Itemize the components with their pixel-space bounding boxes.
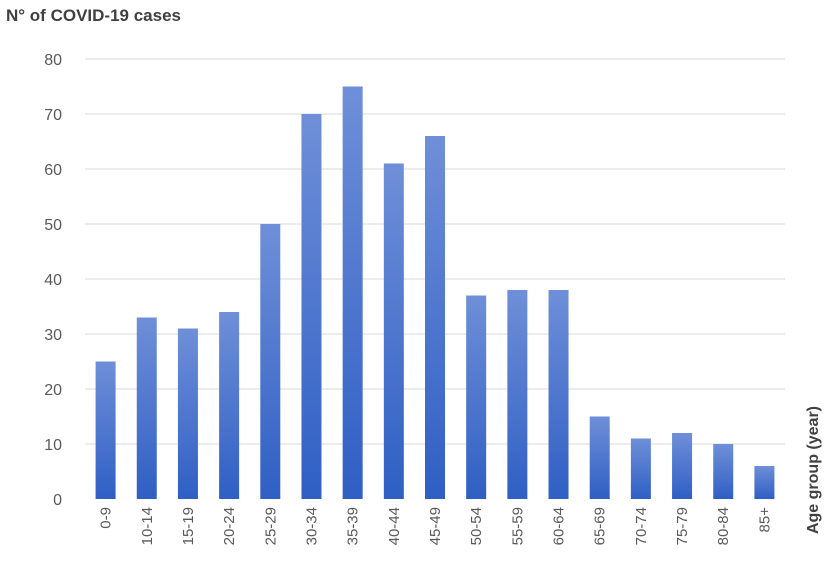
y-tick-label: 80 [44, 52, 62, 69]
bar-30-34 [301, 114, 322, 499]
x-axis-ticks: 0-9 10-14 15-19 20-24 25-29 30-34 35-39 40-44 45… [98, 507, 774, 546]
x-tick-label: 65-69 [592, 507, 609, 545]
y-tick-label: 60 [44, 162, 62, 179]
bar-50-54 [466, 295, 487, 499]
bar-75-79 [672, 433, 693, 499]
y-tick-label: 30 [44, 327, 62, 344]
x-tick-label: 60-64 [551, 507, 568, 545]
bar-60-64 [548, 290, 569, 499]
x-tick-label: 10-14 [139, 507, 156, 545]
x-tick-label: 35-39 [345, 507, 362, 545]
bar-10-14 [136, 317, 157, 499]
chart-title: N° of COVID-19 cases [6, 6, 181, 25]
x-tick-label: 40-44 [386, 507, 403, 545]
x-tick-label: 20-24 [221, 507, 238, 545]
y-tick-label: 10 [44, 437, 62, 454]
bar-20-24 [219, 312, 240, 499]
x-tick-label: 85+ [756, 507, 773, 533]
x-tick-label: 70-74 [633, 507, 650, 545]
x-axis-title: Age group (year) [805, 406, 822, 534]
bar-40-44 [383, 163, 404, 499]
x-tick-label: 55-59 [509, 507, 526, 545]
bar-15-19 [177, 328, 198, 499]
bar-85+ [754, 466, 775, 499]
x-tick-label: 0-9 [98, 507, 115, 529]
x-tick-label: 30-34 [303, 507, 320, 545]
bar-45-49 [425, 136, 445, 499]
y-tick-label: 50 [44, 217, 62, 234]
bar-55-59 [507, 290, 528, 499]
x-tick-label: 75-79 [674, 507, 691, 545]
y-axis-ticks: 0 10 20 30 40 50 60 70 80 [44, 52, 62, 509]
x-tick-label: 50-54 [468, 507, 485, 545]
x-tick-label: 80-84 [715, 507, 732, 545]
y-tick-label: 40 [44, 272, 62, 289]
bar-65-69 [589, 416, 610, 499]
bar-35-39 [342, 86, 363, 499]
bar-0-9 [95, 361, 116, 499]
y-tick-label: 20 [44, 382, 62, 399]
y-tick-label: 70 [44, 107, 62, 124]
x-tick-label: 25-29 [262, 507, 279, 545]
x-tick-label: 15-19 [180, 507, 197, 545]
x-tick-label: 45-49 [427, 507, 444, 545]
bars [95, 86, 775, 499]
bar-25-29 [260, 224, 281, 499]
bar-70-74 [630, 438, 651, 499]
bar-80-84 [713, 444, 734, 499]
y-tick-label: 0 [53, 492, 62, 509]
